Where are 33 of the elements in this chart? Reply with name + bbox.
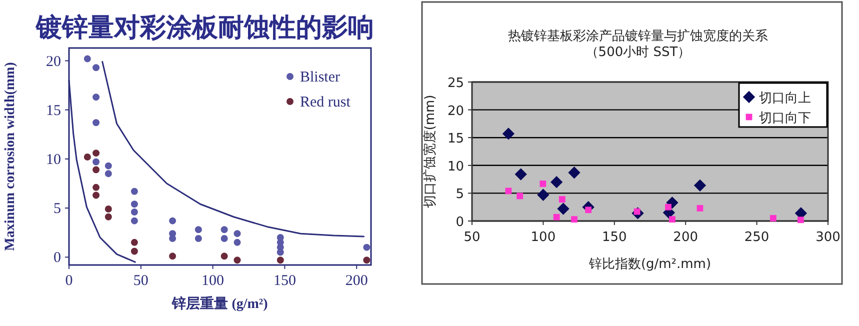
chart-subtitle: （500小时 SST） bbox=[585, 45, 691, 60]
x-tick-label: 250 bbox=[744, 230, 770, 245]
x-tick-label: 150 bbox=[273, 273, 296, 289]
y-tick-label: 10 bbox=[447, 159, 464, 174]
y-tick-label: 25 bbox=[447, 76, 464, 91]
x-tick-label: 0 bbox=[65, 273, 73, 289]
y-tick-label: 0 bbox=[456, 215, 464, 230]
legend-label: 切口向上 bbox=[759, 91, 811, 106]
legend-label: Red rust bbox=[300, 94, 352, 110]
x-tick-label: 150 bbox=[602, 230, 627, 245]
y-tick-label: 15 bbox=[46, 102, 61, 119]
x-axis-title: 锌比指数(g/m².mm) bbox=[588, 257, 712, 272]
y-axis-title: Maxinum corrosion width(mm) bbox=[3, 62, 18, 251]
x-axis-title: 锌层重量 (g/m²) bbox=[171, 296, 268, 312]
y-tick-label: 20 bbox=[447, 104, 464, 119]
y-tick-label: 5 bbox=[54, 201, 61, 218]
y-tick-label: 5 bbox=[456, 187, 464, 202]
y-tick-label: 20 bbox=[46, 54, 61, 70]
x-tick-label: 300 bbox=[816, 230, 840, 245]
x-tick-label: 200 bbox=[673, 230, 698, 245]
x-tick-label: 50 bbox=[133, 273, 148, 289]
y-axis-title: 切口扩蚀宽度(mm) bbox=[422, 94, 438, 208]
chart-title: 热镀锌基板彩涂产品镀锌量与扩蚀宽度的关系 bbox=[508, 28, 768, 44]
y-tick-label: 10 bbox=[46, 152, 61, 168]
x-tick-label: 50 bbox=[464, 230, 480, 245]
y-tick-label: 15 bbox=[447, 132, 464, 147]
legend-label: Blister bbox=[300, 70, 340, 86]
x-tick-label: 200 bbox=[345, 273, 368, 289]
chart-title: 镀锌量对彩涂板耐蚀性的影响 bbox=[35, 13, 374, 42]
legend-label: 切口向下 bbox=[759, 111, 811, 126]
x-tick-label: 100 bbox=[530, 230, 556, 245]
x-tick-label: 100 bbox=[202, 273, 224, 289]
y-tick-label: 0 bbox=[54, 250, 61, 266]
